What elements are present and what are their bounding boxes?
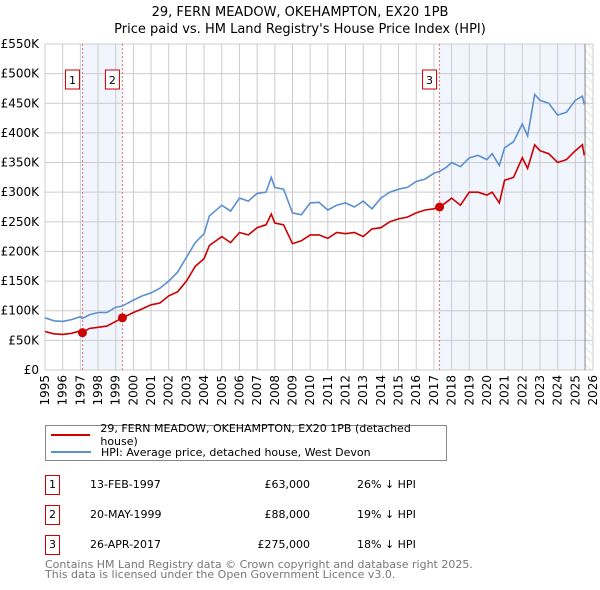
shaded-range (439, 44, 586, 370)
x-tick-label: 2019 (462, 375, 476, 406)
legend-swatch (51, 451, 91, 453)
x-tick-label: 1996 (56, 375, 70, 406)
transaction-date: 13-FEB-1997 (90, 478, 161, 491)
transaction-row: 2 20-MAY-1999 £88,000 19% ↓ HPI (45, 505, 445, 527)
y-tick-label: £400K (1, 126, 41, 140)
future-hatch (585, 44, 593, 370)
x-tick-label: 2005 (215, 375, 229, 406)
transaction-number: 3 (45, 535, 60, 555)
y-tick-label: £0 (24, 363, 39, 377)
transaction-hpi: 26% ↓ HPI (357, 478, 416, 491)
sale-point (117, 313, 127, 323)
y-tick-label: £500K (1, 67, 41, 81)
transaction-number: 2 (45, 505, 60, 525)
transaction-date: 26-APR-2017 (90, 538, 162, 551)
transaction-row: 1 13-FEB-1997 £63,000 26% ↓ HPI (45, 475, 445, 497)
transaction-price: £63,000 (264, 478, 311, 491)
x-tick-label: 2022 (515, 375, 529, 406)
x-tick-label: 2012 (339, 375, 353, 406)
transaction-date: 20-MAY-1999 (90, 508, 162, 521)
y-tick-label: £150K (1, 274, 41, 288)
legend-swatch (51, 434, 91, 436)
sale-point (435, 202, 445, 212)
series-line (44, 92, 585, 323)
x-tick-label: 2008 (268, 375, 282, 406)
legend-item-property: 29, FERN MEADOW, OKEHAMPTON, EX20 1PB (d… (51, 422, 446, 448)
legend-label: 29, FERN MEADOW, OKEHAMPTON, EX20 1PB (d… (100, 422, 411, 448)
transaction-price: £88,000 (264, 508, 311, 521)
transaction-price: £275,000 (257, 538, 311, 551)
x-tick-label: 2007 (250, 375, 264, 406)
x-tick-label: 2000 (126, 375, 140, 406)
x-tick-label: 2004 (197, 375, 211, 406)
x-tick-label: 2021 (498, 375, 512, 406)
x-tick-label: 2023 (533, 375, 547, 406)
footer-attribution: Contains HM Land Registry data © Crown c… (45, 558, 473, 581)
x-tick-label: 2010 (303, 375, 317, 406)
x-tick-label: 2026 (586, 375, 600, 406)
y-tick-label: £100K (1, 304, 41, 318)
x-tick-label: 2025 (568, 375, 582, 406)
x-tick-label: 1998 (91, 375, 105, 406)
transaction-hpi: 19% ↓ HPI (357, 508, 416, 521)
x-tick-label: 2016 (409, 375, 423, 406)
sale-label: 1 (69, 74, 76, 87)
x-tick-label: 2011 (321, 375, 335, 406)
transaction-number: 1 (45, 475, 60, 495)
x-tick-label: 1999 (109, 375, 123, 406)
legend-label: HPI: Average price, detached house, West… (101, 445, 371, 459)
y-tick-label: £250K (1, 215, 41, 229)
x-tick-label: 2002 (162, 375, 176, 406)
x-tick-label: 2017 (427, 375, 441, 406)
title-line: 29, FERN MEADOW, OKEHAMPTON, EX20 1PB (151, 5, 449, 20)
x-tick-label: 2001 (144, 375, 158, 406)
y-tick-label: £450K (1, 96, 41, 110)
y-tick-label: £300K (1, 185, 41, 199)
y-tick-label: £550K (1, 37, 41, 51)
x-tick-label: 2006 (232, 375, 246, 406)
footer-line: Contains HM Land Registry data © Crown c… (45, 558, 473, 571)
x-tick-label: 1995 (38, 375, 52, 406)
sale-label: 3 (426, 74, 433, 87)
chart-legend: 29, FERN MEADOW, OKEHAMPTON, EX20 1PB (d… (45, 422, 447, 461)
x-tick-label: 2014 (374, 375, 388, 406)
y-tick-label: £200K (1, 244, 41, 258)
y-tick-label: £50K (8, 333, 40, 347)
x-tick-label: 2003 (179, 375, 193, 406)
price-chart: 1995 1996 1997 1998 1999 2000 2001 2002 2003 2004… (1, 37, 600, 406)
series-line (44, 143, 585, 336)
transaction-hpi: 18% ↓ HPI (357, 538, 416, 551)
sale-label-box (64, 69, 80, 90)
sale-label-box (422, 69, 438, 90)
legend-item-hpi: HPI: Average price, detached house, West… (51, 444, 371, 460)
y-tick-label: £350K (1, 156, 41, 170)
x-tick-label: 2024 (551, 375, 565, 406)
transaction-row: 3 26-APR-2017 £275,000 18% ↓ HPI (45, 535, 445, 557)
x-tick-label: 2009 (285, 375, 299, 406)
sale-label: 2 (109, 74, 116, 87)
x-tick-label: 1997 (73, 375, 87, 406)
footer-line: This data is licensed under the Open Gov… (45, 568, 396, 581)
x-tick-label: 2020 (480, 375, 494, 406)
sale-point (77, 328, 87, 338)
subtitle-line: Price paid vs. HM Land Registry's House … (114, 22, 486, 37)
x-tick-label: 2013 (356, 375, 370, 406)
x-tick-label: 2015 (392, 375, 406, 406)
chart-title: 29, FERN MEADOW, OKEHAMPTON, EX20 1PB Pr… (0, 4, 600, 38)
x-tick-label: 2018 (445, 375, 459, 406)
sale-label-box (104, 69, 120, 90)
